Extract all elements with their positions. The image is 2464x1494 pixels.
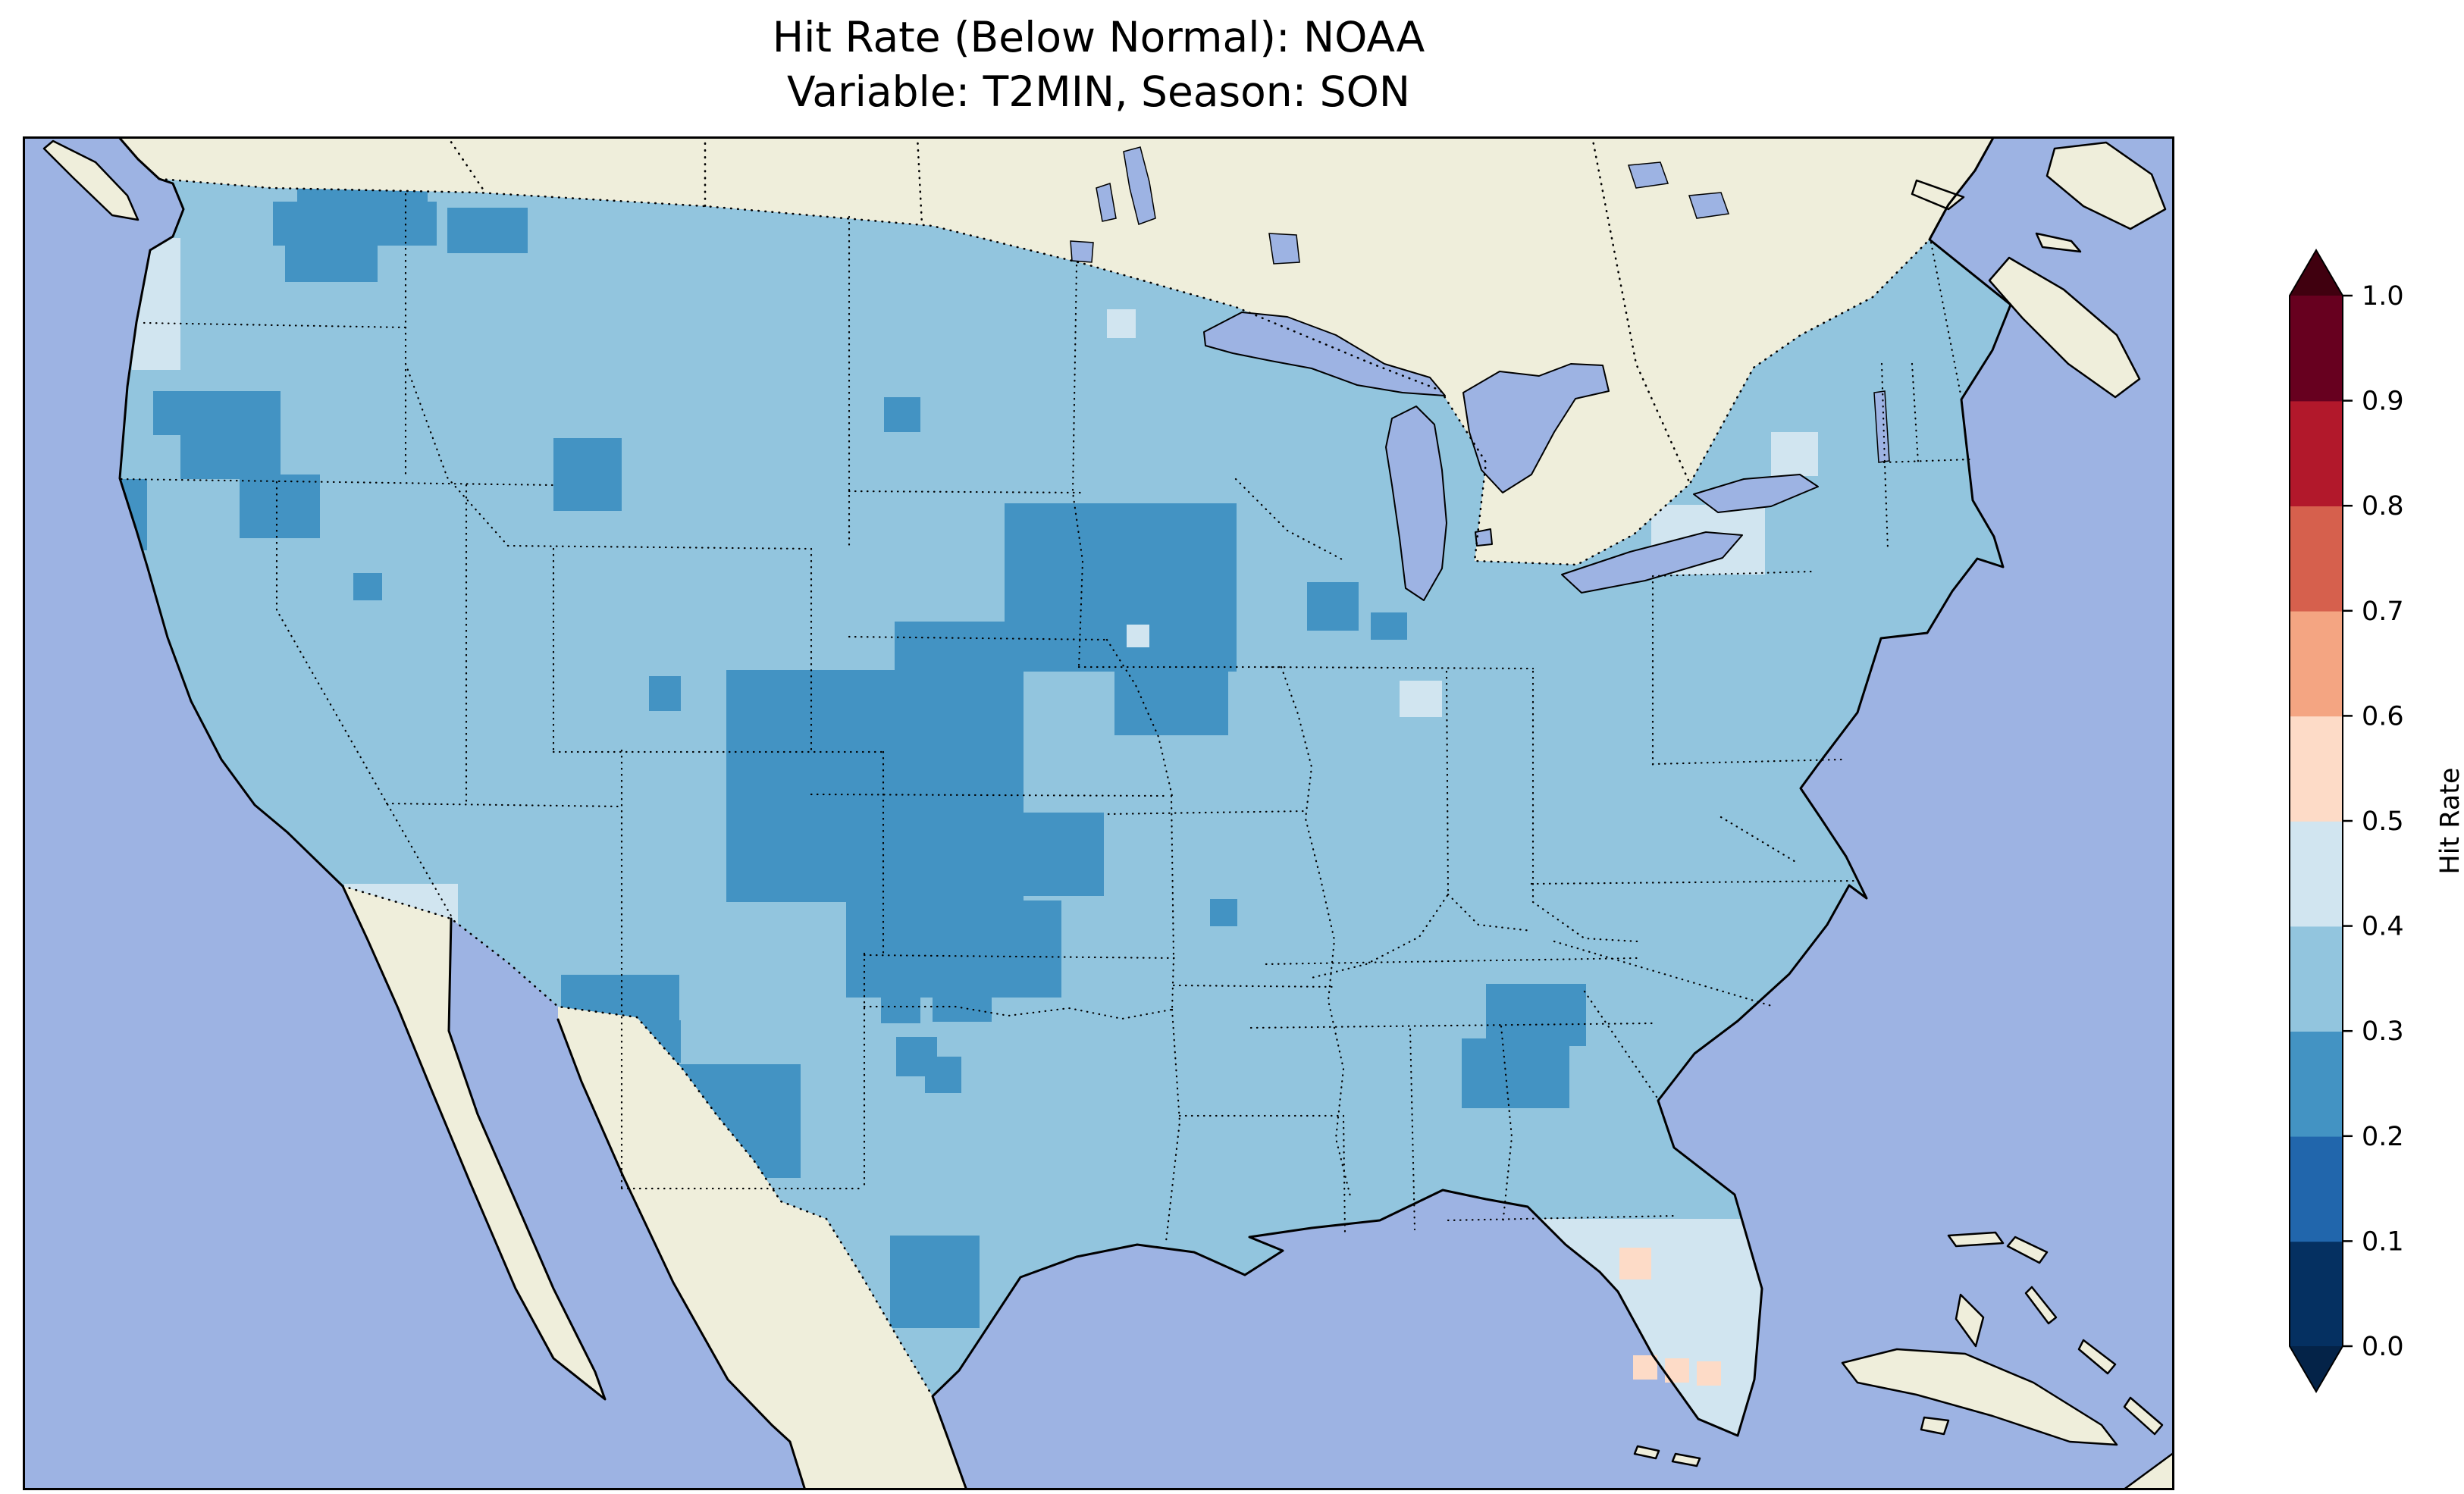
bahamas-island [2024,1286,2058,1325]
colorbar-segment [2290,1031,2343,1137]
lake-superior [1203,312,1446,396]
chart-title: Hit Rate (Below Normal): NOAA Variable: … [23,11,2174,119]
colorbar-tick-label: 0.8 [2362,491,2404,521]
colorbar-tick-marks [2343,294,2353,1348]
cuba [1841,1348,2118,1446]
lake-of-the-woods [1070,240,1094,263]
mexico-mainland [558,1007,967,1490]
colorbar-segment [2290,1241,2343,1347]
quebec-lake [1688,192,1730,219]
lake-manitoba [1096,183,1117,222]
us-canada-border [158,177,1931,566]
colorbar-extend-under-arrow [2290,1346,2343,1392]
colorbar-tick-label: 0.6 [2362,701,2404,731]
bahamas-island [1947,1231,2005,1248]
pacific-coastline [117,136,607,1401]
colorbar-segment [2290,296,2343,402]
bahamas-island [1955,1293,1985,1348]
florida-keys [1671,1452,1701,1467]
prince-edward-island [2035,232,2082,253]
lake-st-clair [1475,528,1493,547]
colorbar-tick-labels: 1.0 0.9 0.8 0.7 0.6 0.5 0.4 0.3 0.2 0.1 … [2362,281,2404,1362]
us-mexico-border [341,885,934,1398]
national-borders [158,136,1931,1398]
quebec-lake [1627,161,1669,189]
lake-nipigon [1268,233,1300,265]
state-borders [120,193,1973,1243]
nova-scotia [1988,256,2141,399]
islands [42,139,2174,1490]
colorbar-tick-label: 0.7 [2362,597,2404,627]
canada-lakes [1070,146,1890,463]
lake-champlain [1873,390,1890,463]
colorbar-segment [2290,400,2343,506]
coastlines [117,136,2012,1490]
colorbar-segment [2290,506,2343,612]
colorbar-segment [2290,821,2343,927]
colorbar-segment [2290,1135,2343,1242]
colorbar-segment [2290,610,2343,717]
hit-rate-cells-02-03 [120,185,1586,1328]
gulf-of-california-coastline [556,1018,807,1490]
colorbar-segment [2290,926,2343,1032]
vancouver-island [42,139,140,221]
colorbar-tick-label: 0.1 [2362,1226,2404,1257]
hit-rate-cells-05-06 [1619,1248,1721,1386]
atlantic-gulf-coastline [931,136,2012,1490]
colorbar-extend-over-arrow [2290,250,2343,296]
colorbar-axis-label: Hit Rate [2435,767,2464,874]
colorbar-segment [2290,716,2343,822]
title-line1: Hit Rate (Below Normal): NOAA [772,13,1425,61]
corner-landmass [2121,1451,2174,1490]
bahamas-island [2077,1339,2117,1375]
canada-provincial-borders [446,136,1691,485]
colorbar-tick-label: 0.2 [2362,1122,2404,1152]
colorbar-tick-label: 1.0 [2362,281,2404,312]
great-lakes [1203,312,1819,601]
florida-keys [1633,1445,1660,1460]
lake-ontario [1693,474,1819,513]
colorbar-tick-label: 0.4 [2362,912,2404,942]
lake-michigan [1385,406,1447,601]
lake-erie [1561,531,1743,594]
lake-winnipeg [1123,146,1156,225]
colorbar-segments [2290,296,2343,1347]
bahamas-island [2123,1396,2164,1436]
colorbar-tick-label: 0.3 [2362,1016,2404,1047]
title-line2: Variable: T2MIN, Season: SON [786,67,1411,116]
lake-huron [1462,363,1610,493]
colorbar-tick-label: 0.9 [2362,387,2404,417]
us-hit-rate-map [23,136,2174,1490]
newfoundland-island [2045,141,2167,230]
bahamas-island [2006,1236,2049,1264]
baja-california [343,886,605,1399]
colorbar: 1.0 0.9 0.8 0.7 0.6 0.5 0.4 0.3 0.2 0.1 … [2289,249,2464,1393]
isle-of-youth [1920,1416,1950,1436]
colorbar-tick-label: 0.0 [2362,1332,2404,1362]
colorbar-tick-label: 0.5 [2362,807,2404,837]
map-frame [23,136,2174,1490]
